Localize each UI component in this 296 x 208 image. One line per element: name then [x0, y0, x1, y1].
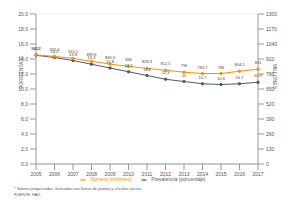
- svg-text:2012: 2012: [160, 171, 171, 177]
- html-text:* Valores proyectados, ilustra: * Valores proyectados, ilustrados con lí…: [14, 186, 142, 191]
- svg-text:MILLONES: MILLONES: [272, 64, 278, 90]
- svg-text:1300: 1300: [266, 11, 277, 17]
- svg-text:915.1: 915.1: [68, 49, 79, 54]
- svg-text:846: 846: [125, 57, 132, 62]
- svg-text:11.8: 11.8: [143, 67, 151, 72]
- svg-text:2013: 2013: [178, 171, 189, 177]
- svg-text:2009: 2009: [104, 171, 115, 177]
- svg-text:10.7: 10.7: [199, 75, 208, 80]
- html-text:Prevalencia (porcentaje): Prevalencia (porcentaje): [151, 176, 206, 182]
- svg-text:784: 784: [218, 65, 225, 70]
- svg-text:390: 390: [266, 116, 275, 122]
- svg-text:6.0: 6.0: [21, 116, 28, 122]
- svg-text:13.3: 13.3: [87, 55, 96, 61]
- svg-text:2016: 2016: [234, 171, 245, 177]
- svg-text:804.2: 804.2: [234, 62, 245, 67]
- svg-text:2011: 2011: [142, 171, 153, 177]
- svg-text:1040: 1040: [266, 41, 277, 47]
- svg-text:2007: 2007: [67, 171, 78, 177]
- svg-text:4.0: 4.0: [21, 131, 28, 137]
- svg-text:2014: 2014: [197, 171, 208, 177]
- html-text:Número (millones): Número (millones): [90, 176, 132, 182]
- svg-text:2008: 2008: [86, 171, 97, 177]
- svg-text:520: 520: [266, 101, 275, 107]
- html-text:FUENTE: FAO.: FUENTE: FAO.: [14, 192, 42, 197]
- svg-text:932.4: 932.4: [49, 47, 60, 52]
- svg-text:0: 0: [266, 161, 269, 167]
- svg-text:10.6: 10.6: [217, 76, 226, 81]
- svg-text:260: 260: [266, 131, 275, 137]
- svg-text:866.3: 866.3: [105, 55, 116, 60]
- svg-text:11.3: 11.3: [162, 70, 170, 75]
- svg-text:828.3: 828.3: [142, 59, 153, 64]
- svg-text:2017: 2017: [252, 171, 263, 177]
- svg-text:18.0: 18.0: [18, 26, 28, 32]
- svg-text:10.7: 10.7: [236, 75, 245, 80]
- svg-text:20.0: 20.0: [18, 11, 28, 17]
- svg-text:11: 11: [182, 73, 187, 78]
- svg-text:0.0: 0.0: [21, 161, 28, 167]
- svg-text:130: 130: [266, 146, 275, 152]
- svg-text:889.6: 889.6: [86, 52, 97, 57]
- svg-text:945.2: 945.2: [31, 46, 42, 51]
- svg-text:16.0: 16.0: [18, 41, 28, 47]
- svg-text:910: 910: [266, 56, 275, 62]
- svg-text:650: 650: [266, 85, 275, 92]
- svg-text:12.3: 12.3: [125, 63, 134, 68]
- svg-text:2010: 2010: [123, 171, 134, 177]
- svg-text:2005: 2005: [30, 171, 41, 177]
- svg-text:2006: 2006: [49, 171, 60, 177]
- svg-text:12.8: 12.8: [106, 59, 114, 64]
- svg-text:PORCENTAJE: PORCENTAJE: [18, 55, 24, 89]
- svg-text:2.0: 2.0: [21, 146, 28, 152]
- svg-text:821: 821: [255, 60, 262, 65]
- svg-text:1170: 1170: [266, 26, 277, 32]
- svg-text:796: 796: [181, 63, 188, 68]
- svg-text:10.9: 10.9: [254, 73, 263, 78]
- svg-text:783.7: 783.7: [197, 65, 208, 70]
- svg-text:812.5: 812.5: [160, 61, 171, 66]
- svg-text:2015: 2015: [215, 171, 226, 177]
- svg-text:8.0: 8.0: [21, 101, 28, 107]
- svg-text:780: 780: [266, 70, 275, 77]
